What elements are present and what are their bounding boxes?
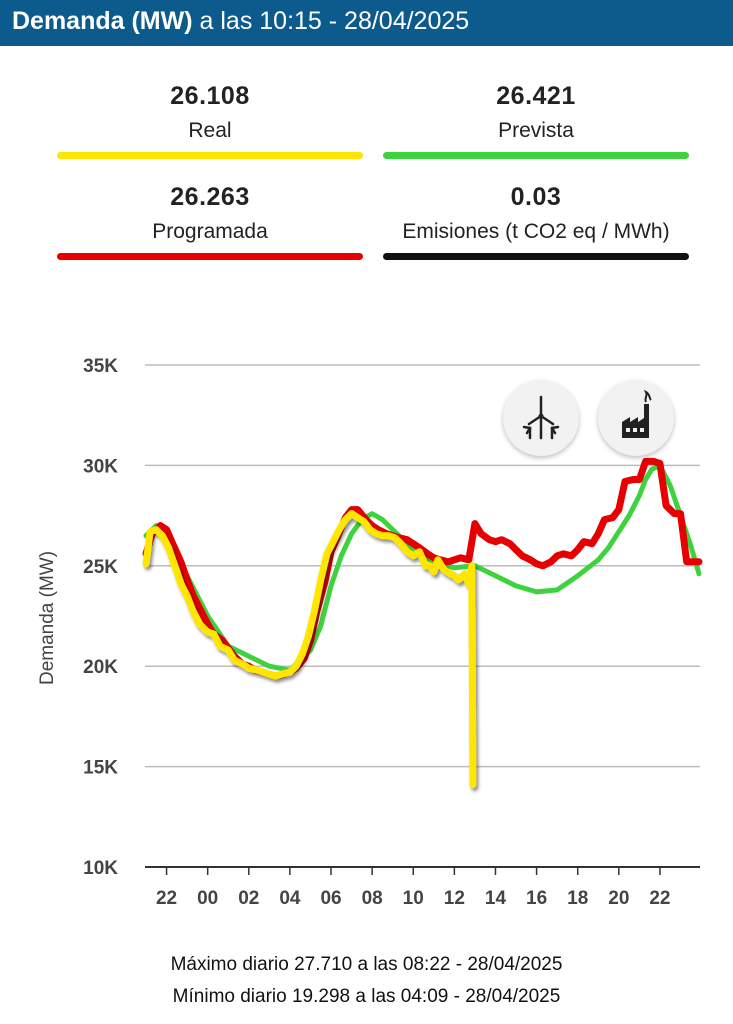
programada-value: 26.263 [170,183,250,211]
x-tick-label: 10 [403,888,424,909]
wind-button[interactable] [503,380,579,456]
page-title: Demanda (MW) a las 10:15 - 28/04/2025 [12,7,469,36]
prevista-value: 26.421 [496,82,576,110]
y-tick-label: 25K [83,557,118,578]
daily-min-text: Mínimo diario 19.298 a las 04:09 - 28/04… [172,986,561,1007]
real-label: Real [188,119,232,142]
factory-icon [622,389,652,438]
demand-chart: 10K 15K 20K 25K 30K 35K 22 00 02 04 06 08 10 12 14 16 1… [37,356,703,909]
factory-button[interactable] [598,380,674,456]
programada-label: Programada [152,220,268,243]
page-title-rest: a las 10:15 - 28/04/2025 [192,7,470,35]
x-tick-label: 06 [320,888,341,909]
programada-color-bar [57,253,363,260]
x-tick-label: 18 [567,888,588,909]
emisiones-card: 0.03 Emisiones (t CO2 eq / MWh) [383,181,689,260]
wind-turbines-icon [522,395,560,440]
x-tick-label: 22 [156,888,177,909]
y-tick-label: 30K [83,456,118,477]
header-bar: Demanda (MW) a las 10:15 - 28/04/2025 [0,0,733,46]
x-axis-ticks: 22 00 02 04 06 08 10 12 14 16 18 20 22 [156,867,671,909]
x-tick-label: 08 [362,888,383,909]
x-tick-label: 20 [608,888,629,909]
real-card: 26.108 Real [57,80,363,159]
programada-card: 26.263 Programada [57,181,363,260]
x-tick-label: 02 [238,888,259,909]
y-tick-label: 35K [83,356,118,377]
series-line-prevista [143,462,702,673]
y-tick-label: 10K [83,858,118,879]
y-axis-ticks: 10K 15K 20K 25K 30K 35K [83,356,118,879]
real-value: 26.108 [170,82,250,110]
x-tick-label: 04 [279,888,301,909]
y-tick-label: 20K [83,657,118,678]
emisiones-label: Emisiones (t CO2 eq / MWh) [402,220,670,243]
emisiones-color-bar [383,253,689,260]
x-tick-label: 14 [485,888,507,909]
page-title-main: Demanda (MW) [12,7,193,35]
x-tick-label: 16 [526,888,547,909]
emisiones-value: 0.03 [510,183,562,211]
x-tick-label: 00 [197,888,218,909]
prevista-label: Prevista [498,119,574,142]
prevista-color-bar [383,152,689,159]
series-line-programada [142,457,703,680]
daily-max-text: Máximo diario 27.710 a las 08:22 - 28/04… [170,954,563,975]
x-tick-label: 22 [649,888,670,909]
chart-grid [145,364,700,868]
prevista-card: 26.421 Prevista [383,80,689,159]
x-tick-label: 12 [444,888,465,909]
y-tick-label: 15K [83,758,118,779]
y-axis-label: Demanda (MW) [37,551,58,685]
chart-series [142,457,703,789]
series-line-real [142,510,477,789]
real-color-bar [57,152,363,159]
